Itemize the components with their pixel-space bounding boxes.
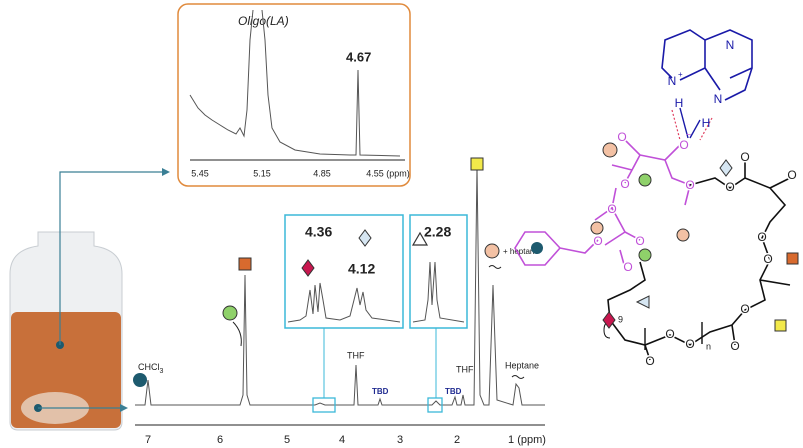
zoom-peak-label: 4.36 <box>305 224 332 240</box>
square-marker <box>774 319 787 332</box>
zoom-trace <box>412 261 465 323</box>
arrow <box>232 321 242 347</box>
charge: − <box>686 129 691 139</box>
black-bonds <box>607 160 791 361</box>
tick-label: 3 <box>397 434 403 446</box>
atom-label: O <box>645 354 654 368</box>
spectrum-trace <box>135 164 545 406</box>
h-bond <box>679 107 701 139</box>
atom-label: O <box>740 150 749 164</box>
circle-marker <box>222 305 238 321</box>
atom-label: O <box>679 138 688 152</box>
tbd-bonds <box>661 29 753 101</box>
triangle-marker <box>635 295 650 309</box>
peak-label: + heptane <box>503 247 539 256</box>
atom-label: O <box>665 327 674 341</box>
triangle-marker <box>411 231 429 246</box>
peak-label: CHCl <box>138 362 160 372</box>
peak-label: CHCl3 <box>138 362 164 374</box>
tick-label: 6 <box>217 434 223 446</box>
charge: + <box>678 70 683 79</box>
inset-tick-label: 4.85 <box>313 168 331 178</box>
atom-label: O <box>730 339 739 353</box>
atom-label: O <box>725 180 734 194</box>
diamond-marker <box>358 229 372 247</box>
zoom-peak-label: 4.12 <box>348 261 375 277</box>
atom-label: H <box>702 116 711 130</box>
tick-label: 1 (ppm) <box>508 434 546 446</box>
tick-label: 4 <box>339 434 345 446</box>
circle-marker <box>676 228 690 242</box>
subscript: 3 <box>160 368 164 375</box>
tick-label: 2 <box>454 434 460 446</box>
atom-label: N <box>714 92 723 106</box>
zoom-peak-label: 2.28 <box>424 224 451 240</box>
circle-marker <box>590 221 604 235</box>
circle-marker <box>638 173 652 187</box>
atom-label: O <box>757 230 766 244</box>
atom-label: O <box>685 178 694 192</box>
square-marker <box>238 257 252 271</box>
atom-label: O <box>607 202 616 216</box>
peak-label: THF <box>456 364 474 374</box>
tilde <box>511 375 525 379</box>
subscript: 9 <box>618 314 623 324</box>
atom-label: O <box>635 234 644 248</box>
inset-tick-label: 5.15 <box>253 168 271 178</box>
purple-bonds <box>514 139 691 269</box>
bracket <box>644 322 703 350</box>
atom-label: O <box>617 130 626 144</box>
peak-label: TBD <box>445 387 462 396</box>
circle-marker <box>133 373 147 387</box>
atom-label: N <box>668 74 677 88</box>
diamond-marker <box>602 311 616 329</box>
arrow-head <box>162 168 170 176</box>
zoom-frame <box>284 214 404 329</box>
atom-label: O <box>593 234 602 248</box>
zoom-trace <box>287 282 401 323</box>
peak-label: THF <box>347 350 365 360</box>
inset-frame <box>177 3 411 187</box>
atom-label: O <box>623 260 632 274</box>
atom-label: O <box>740 302 749 316</box>
h-bond-dashed <box>671 109 713 141</box>
atom-label: H <box>675 96 684 110</box>
inset-tick-label: 5.45 <box>191 168 209 178</box>
circle-marker <box>602 142 618 158</box>
inset-tick-label: 4.55 (ppm) <box>366 168 410 178</box>
tick-label: 5 <box>284 434 290 446</box>
atom-label: O <box>685 337 694 351</box>
diamond-marker <box>301 259 315 277</box>
tilde <box>488 265 502 269</box>
vial <box>9 231 123 431</box>
square-marker <box>786 252 799 265</box>
inset-trace <box>189 9 401 157</box>
peak-label: TBD <box>372 387 389 396</box>
atom-label: N <box>726 38 735 52</box>
circle-marker <box>484 243 500 259</box>
atom-label: O <box>763 252 772 266</box>
arrow-head <box>120 404 128 412</box>
circle-marker <box>531 242 543 254</box>
atom-label: O <box>787 168 796 182</box>
circle-marker <box>638 248 652 262</box>
diamond-marker <box>719 159 733 177</box>
subscript: n <box>706 341 711 351</box>
peak-label: Heptane <box>505 360 539 370</box>
square-marker <box>470 157 484 171</box>
tick-label: 7 <box>145 434 151 446</box>
inset-peak-label: 4.67 <box>346 49 371 64</box>
zoom-region <box>427 397 443 413</box>
arrow <box>59 171 168 345</box>
atom-label: O <box>620 177 629 191</box>
